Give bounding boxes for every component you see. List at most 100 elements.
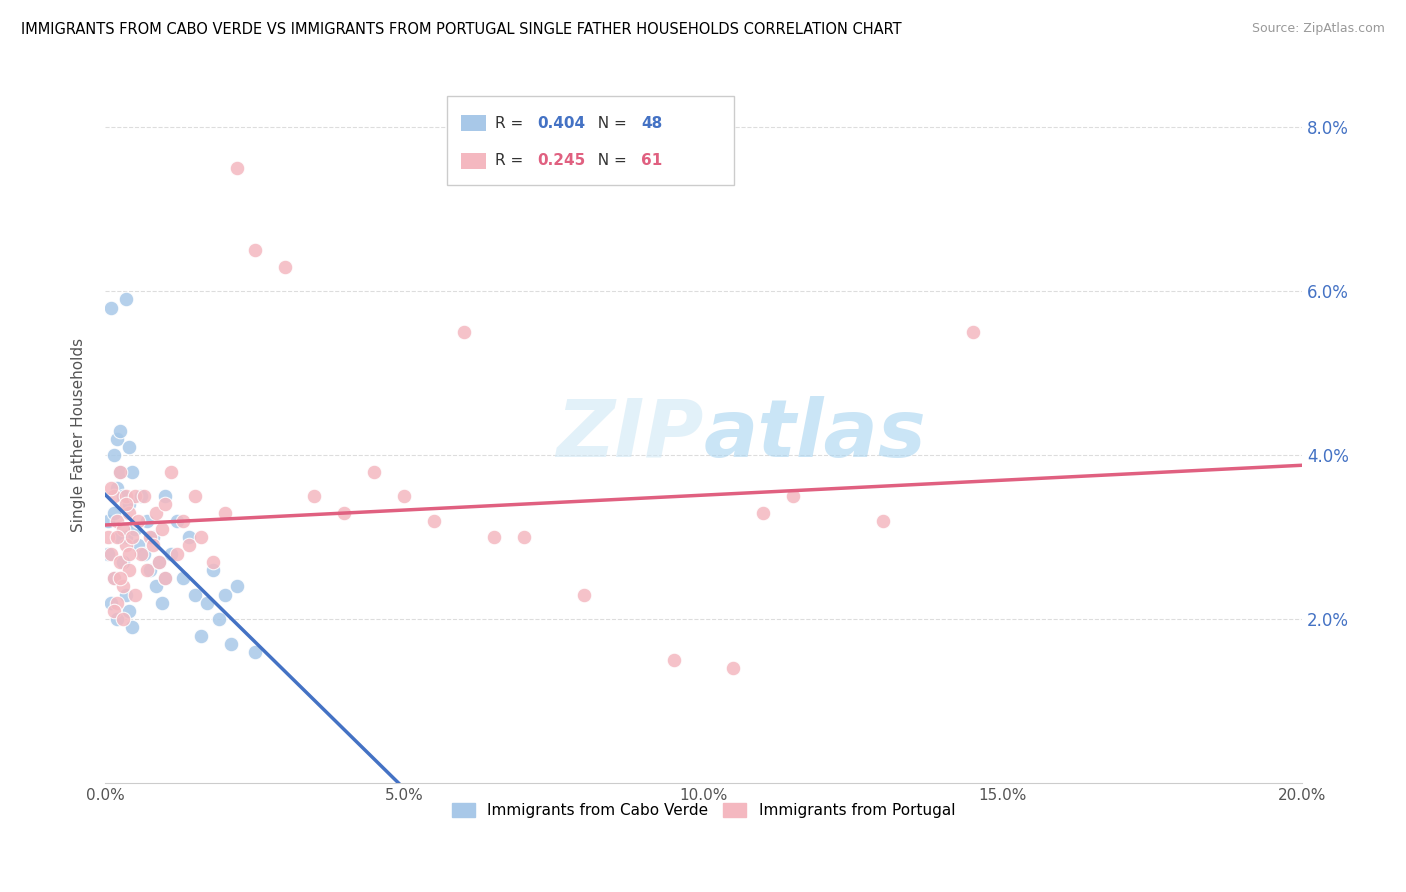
Y-axis label: Single Father Households: Single Father Households: [72, 338, 86, 532]
Point: [121, 620, 143, 634]
Point: [118, 506, 141, 520]
Point: [108, 465, 131, 479]
Point: [172, 514, 194, 528]
Point: [103, 448, 125, 462]
Point: [662, 653, 685, 667]
Point: [97, 530, 120, 544]
Point: [124, 522, 146, 536]
Point: [105, 481, 128, 495]
Text: 0.404: 0.404: [537, 116, 585, 130]
Text: N =: N =: [588, 116, 631, 130]
Point: [166, 547, 188, 561]
Point: [363, 465, 385, 479]
Point: [115, 588, 138, 602]
Point: [129, 547, 152, 561]
Point: [572, 588, 595, 602]
Point: [132, 547, 155, 561]
Point: [153, 489, 176, 503]
Point: [333, 506, 356, 520]
Point: [219, 637, 242, 651]
Point: [139, 530, 162, 544]
Point: [105, 612, 128, 626]
Point: [150, 596, 173, 610]
Point: [103, 506, 125, 520]
Point: [129, 489, 152, 503]
Point: [124, 489, 146, 503]
Text: N =: N =: [588, 153, 631, 168]
Point: [782, 489, 804, 503]
Point: [118, 547, 141, 561]
Point: [148, 555, 170, 569]
Point: [214, 506, 236, 520]
Point: [145, 579, 167, 593]
Point: [153, 497, 176, 511]
Point: [184, 588, 207, 602]
Point: [304, 489, 326, 503]
Point: [962, 325, 984, 339]
Point: [111, 612, 134, 626]
Point: [100, 481, 122, 495]
Point: [115, 497, 138, 511]
Text: atlas: atlas: [703, 396, 927, 474]
Point: [482, 530, 505, 544]
Point: [201, 555, 224, 569]
Point: [132, 489, 155, 503]
Point: [139, 563, 162, 577]
Point: [124, 588, 146, 602]
Point: [752, 506, 775, 520]
Text: ZIP: ZIP: [557, 396, 703, 474]
Point: [166, 514, 188, 528]
Point: [115, 538, 138, 552]
Point: [118, 604, 141, 618]
Point: [177, 538, 200, 552]
Point: [513, 530, 536, 544]
Point: [159, 547, 181, 561]
Text: R =: R =: [495, 116, 529, 130]
Point: [118, 563, 141, 577]
Point: [159, 465, 181, 479]
Point: [195, 596, 218, 610]
Point: [108, 530, 131, 544]
Point: [121, 530, 143, 544]
Point: [100, 301, 122, 315]
Point: [225, 579, 247, 593]
Point: [177, 530, 200, 544]
Point: [208, 612, 231, 626]
Text: 0.245: 0.245: [537, 153, 585, 168]
Point: [103, 489, 125, 503]
Point: [142, 530, 165, 544]
Point: [723, 661, 745, 675]
Point: [145, 506, 167, 520]
Point: [453, 325, 475, 339]
Point: [108, 465, 131, 479]
Point: [184, 489, 207, 503]
Point: [111, 522, 134, 536]
Point: [108, 571, 131, 585]
Point: [105, 432, 128, 446]
Point: [103, 571, 125, 585]
Point: [153, 571, 176, 585]
Point: [115, 489, 138, 503]
Point: [97, 547, 120, 561]
Point: [243, 645, 266, 659]
Point: [135, 514, 157, 528]
Point: [214, 588, 236, 602]
Point: [111, 489, 134, 503]
Point: [118, 440, 141, 454]
Text: R =: R =: [495, 153, 529, 168]
Point: [394, 489, 416, 503]
Point: [148, 555, 170, 569]
Point: [150, 522, 173, 536]
Point: [111, 555, 134, 569]
Point: [100, 596, 122, 610]
Point: [142, 538, 165, 552]
Point: [111, 579, 134, 593]
Point: [127, 514, 149, 528]
Point: [153, 571, 176, 585]
Text: IMMIGRANTS FROM CABO VERDE VS IMMIGRANTS FROM PORTUGAL SINGLE FATHER HOUSEHOLDS : IMMIGRANTS FROM CABO VERDE VS IMMIGRANTS…: [21, 22, 901, 37]
Legend: Immigrants from Cabo Verde, Immigrants from Portugal: Immigrants from Cabo Verde, Immigrants f…: [446, 797, 962, 824]
Point: [273, 260, 295, 274]
Text: 48: 48: [641, 116, 662, 130]
Point: [108, 555, 131, 569]
Point: [243, 244, 266, 258]
